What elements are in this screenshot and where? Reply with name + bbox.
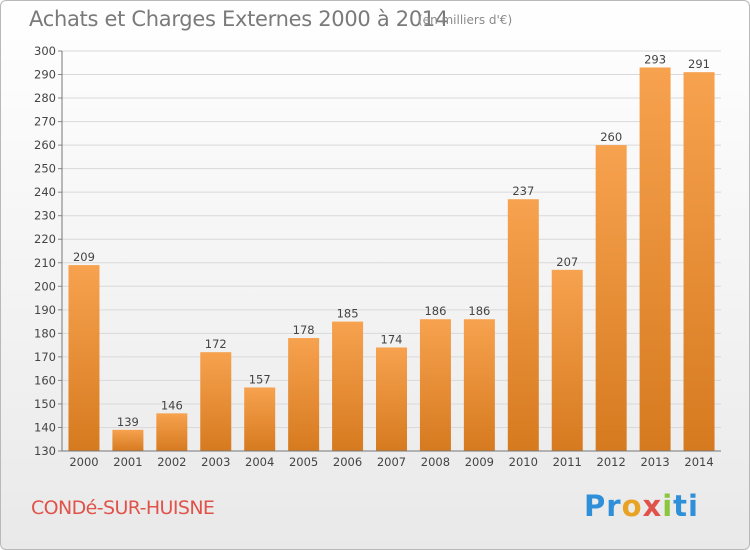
bar	[419, 319, 451, 451]
y-tick-label: 200	[34, 279, 56, 293]
proxiti-logo: Proxiti	[584, 489, 699, 523]
data-label: 186	[468, 304, 490, 318]
data-label: 260	[600, 130, 622, 144]
data-label: 157	[249, 372, 271, 386]
axes	[61, 51, 721, 452]
x-tick-label: 2008	[421, 455, 450, 469]
bar	[683, 72, 715, 452]
city-name: CONDé-SUR-HUISNE	[31, 497, 215, 519]
y-tick-label: 230	[34, 209, 56, 223]
data-label: 207	[556, 255, 578, 269]
y-tick-label: 190	[34, 303, 56, 317]
y-tick-label: 160	[34, 373, 56, 387]
y-tick-label: 280	[34, 91, 56, 105]
x-tick-label: 2007	[377, 455, 406, 469]
y-tick-label: 180	[34, 326, 56, 340]
x-tick-label: 2014	[684, 455, 713, 469]
data-label: 178	[293, 323, 315, 337]
y-tick-label: 300	[34, 44, 56, 58]
data-label: 209	[73, 250, 95, 264]
logo-part: x	[642, 489, 663, 523]
x-tick-label: 2011	[553, 455, 582, 469]
data-label: 237	[512, 184, 534, 198]
data-label: 185	[337, 307, 359, 321]
data-label: 146	[161, 398, 183, 412]
x-axis-ticks: 2000 2001 2002 2003 2004 2005 2006 2007 2008 2009…	[69, 455, 713, 469]
bar	[595, 145, 627, 451]
y-tick-label: 210	[34, 256, 56, 270]
logo-part: ti	[673, 489, 699, 523]
x-tick-label: 2000	[69, 455, 98, 469]
y-tick-label: 240	[34, 185, 56, 199]
data-label: 172	[205, 337, 227, 351]
y-axis-ticks: 130 140 150 160 170 180 190 200 210 220 230 240 250 2…	[34, 44, 62, 458]
y-tick-label: 220	[34, 232, 56, 246]
x-tick-label: 2004	[245, 455, 274, 469]
bar	[463, 319, 495, 451]
y-tick-label: 170	[34, 350, 56, 364]
y-tick-label: 290	[34, 68, 56, 82]
bar	[551, 269, 583, 451]
data-label: 174	[381, 332, 403, 346]
bar	[288, 338, 320, 451]
logo-part: i	[662, 489, 674, 523]
y-tick-label: 140	[34, 420, 56, 434]
x-tick-label: 2010	[509, 455, 538, 469]
logo-part: Pr	[584, 489, 622, 523]
bars	[68, 67, 715, 452]
data-label: 186	[424, 304, 446, 318]
bar	[200, 352, 232, 451]
bar	[376, 347, 407, 451]
data-label: 293	[644, 52, 666, 66]
y-tick-label: 260	[34, 138, 56, 152]
bar	[639, 67, 671, 452]
bar	[112, 429, 144, 451]
bar	[507, 199, 539, 451]
unit-note: (en milliers d'€)	[418, 13, 513, 27]
y-tick-label: 150	[34, 397, 56, 411]
bar	[156, 413, 188, 451]
x-tick-label: 2006	[333, 455, 362, 469]
x-tick-label: 2009	[465, 455, 494, 469]
bar	[244, 387, 276, 451]
x-tick-label: 2012	[597, 455, 626, 469]
bar	[332, 321, 364, 451]
x-tick-label: 2003	[201, 455, 230, 469]
data-label: 139	[117, 415, 139, 429]
x-tick-label: 2002	[157, 455, 186, 469]
x-tick-label: 2013	[640, 455, 669, 469]
x-tick-label: 2005	[289, 455, 318, 469]
logo-part: o	[621, 489, 643, 523]
bar	[68, 265, 100, 451]
data-labels: 209 139 146 172 157 178 185 174 186 186 237 207 260 2…	[73, 52, 710, 428]
y-tick-label: 250	[34, 162, 56, 176]
data-label: 291	[688, 57, 710, 71]
y-tick-label: 130	[34, 444, 56, 458]
x-tick-label: 2001	[113, 455, 142, 469]
y-tick-label: 270	[34, 115, 56, 129]
chart-title: Achats et Charges Externes 2000 à 2014	[29, 7, 449, 31]
